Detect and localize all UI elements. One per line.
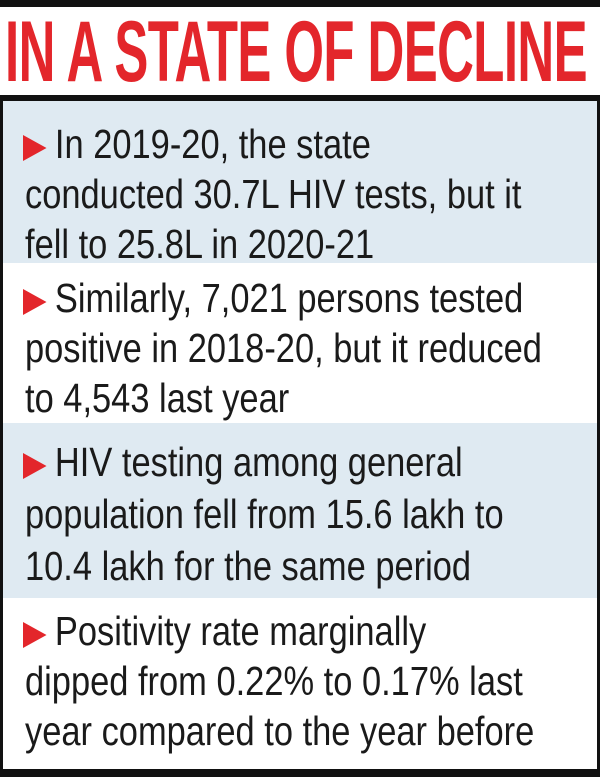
fact-line: Similarly, 7,021 persons tested xyxy=(23,273,523,323)
fact-line: positive in 2018-20, but it reduced xyxy=(25,325,542,371)
arrow-bullet-icon xyxy=(23,289,47,315)
fact-item-2: Similarly, 7,021 persons tested positive… xyxy=(3,263,597,423)
arrow-bullet-icon xyxy=(23,453,47,479)
fact-text: In 2019-20, the state xyxy=(54,121,371,167)
fact-item-4: Positivity rate marginally dipped from 0… xyxy=(3,598,597,769)
fact-line: population fell from 15.6 lakh to xyxy=(25,491,504,537)
headline-text: IN A STATE OF DECLINE xyxy=(5,4,588,100)
fact-line: Positivity rate marginally xyxy=(23,606,426,656)
fact-line: year compared to the year before xyxy=(25,708,535,754)
fact-line: In 2019-20, the state xyxy=(23,119,371,169)
fact-line: fell to 25.8L in 2020-21 xyxy=(25,221,375,263)
fact-text: HIV testing among general xyxy=(54,439,463,485)
fact-line: HIV testing among general xyxy=(23,437,463,487)
top-rule xyxy=(0,0,600,7)
headline: IN A STATE OF DECLINE xyxy=(5,4,590,100)
arrow-bullet-icon xyxy=(23,135,47,161)
fact-item-3: HIV testing among general population fel… xyxy=(3,423,597,598)
fact-line: dipped from 0.22% to 0.17% last xyxy=(25,658,523,704)
fact-line: conducted 30.7L HIV tests, but it xyxy=(25,171,522,217)
fact-text: Similarly, 7,021 persons tested xyxy=(54,275,524,321)
fact-line: 10.4 lakh for the same period xyxy=(25,543,472,589)
arrow-bullet-icon xyxy=(23,622,47,648)
fact-line: to 4,543 last year xyxy=(25,375,290,421)
facts-box: In 2019-20, the state conducted 30.7L HI… xyxy=(0,95,600,777)
fact-item-1: In 2019-20, the state conducted 30.7L HI… xyxy=(3,101,597,263)
fact-text: Positivity rate marginally xyxy=(54,608,427,654)
